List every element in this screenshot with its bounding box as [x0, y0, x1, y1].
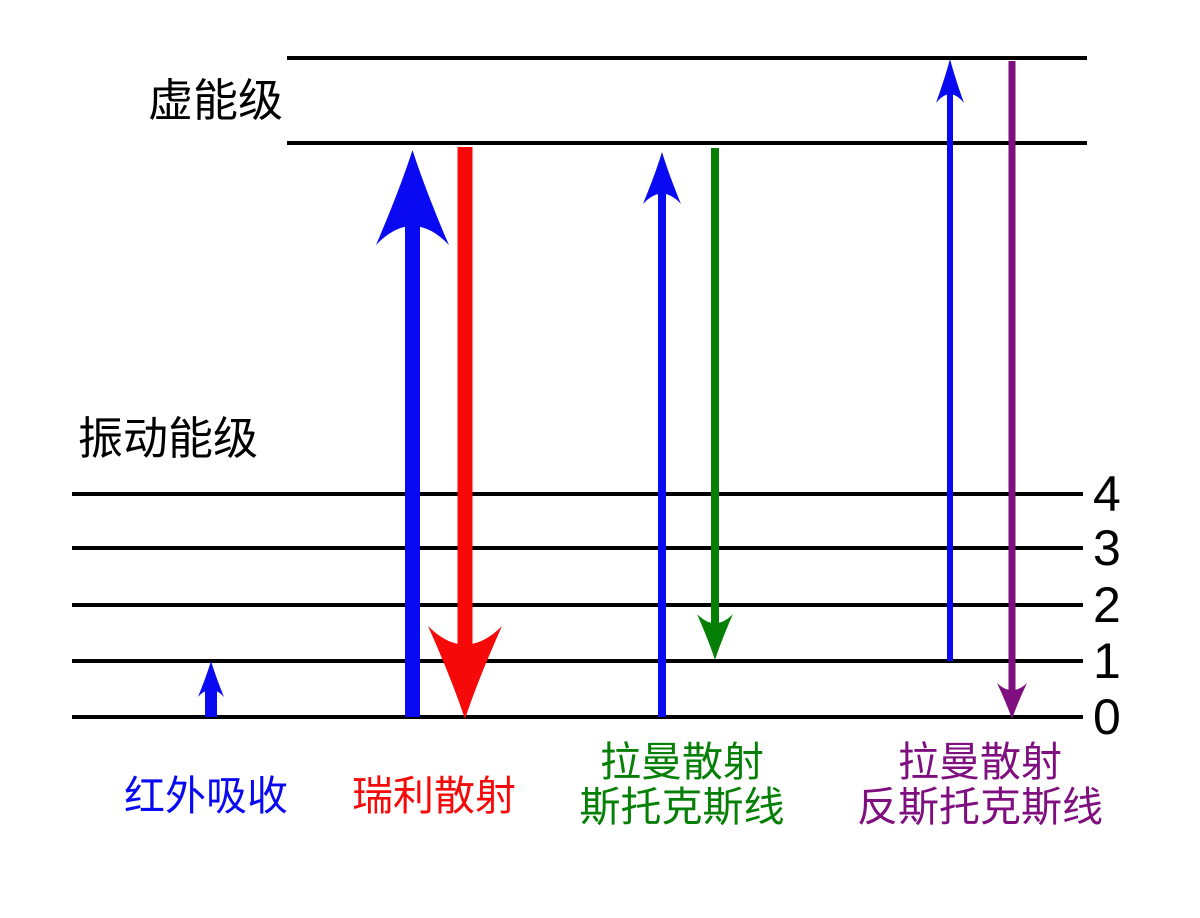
level-number-2: 2 [1093, 577, 1121, 633]
antistokes-excitation-arrow-head [936, 59, 964, 103]
antistokes-excitation-arrow [936, 59, 964, 661]
rayleigh-scattering-arrow [428, 147, 502, 719]
rayleigh-excitation-arrow-shaft [404, 197, 420, 717]
vibrational-level-line-2 [72, 603, 1083, 607]
stokes-scattering-arrow-shaft [711, 148, 719, 637]
virtual-level-upper [287, 56, 1087, 60]
vibrational-level-line-0 [72, 715, 1083, 719]
virtual-level-lower [287, 141, 1087, 145]
level-number-0: 0 [1093, 689, 1121, 745]
rayleigh-excitation-arrow-head [375, 150, 449, 245]
caption-rayleigh-scattering-line-1: 瑞利散射 [352, 773, 516, 819]
antistokes-scattering-arrow [997, 61, 1027, 719]
vibrational-level-line-1 [72, 659, 1083, 663]
rayleigh-scattering-arrow-shaft [457, 147, 473, 673]
rayleigh-scattering-arrow-head [428, 626, 502, 719]
level-number-4: 4 [1093, 466, 1121, 522]
vibrational-level-line-4 [72, 492, 1083, 496]
caption-raman-antistokes-line-2: 反斯托克斯线 [857, 784, 1103, 830]
stokes-excitation-arrow [643, 152, 681, 717]
level-number-3: 3 [1093, 520, 1121, 576]
vibrational-level-label: 振动能级 [78, 413, 259, 464]
stokes-scattering-arrow [697, 148, 733, 660]
stokes-scattering-arrow-head [697, 614, 733, 660]
caption-rayleigh-scattering: 瑞利散射 [352, 774, 516, 819]
antistokes-excitation-arrow-shaft [947, 81, 953, 661]
caption-raman-antistokes: 拉曼散射 反斯托克斯线 [857, 740, 1103, 830]
stokes-excitation-arrow-shaft [658, 178, 666, 717]
caption-raman-stokes: 拉曼散射 斯托克斯线 [580, 740, 785, 830]
caption-raman-stokes-line-2: 斯托克斯线 [579, 784, 785, 830]
antistokes-scattering-arrow-head [997, 683, 1027, 719]
rayleigh-excitation-arrow [375, 150, 449, 717]
caption-raman-antistokes-line-1: 拉曼散射 [898, 739, 1062, 785]
caption-raman-stokes-line-1: 拉曼散射 [600, 739, 764, 785]
infrared-absorption-arrow-head [198, 661, 224, 697]
antistokes-scattering-arrow-shaft [1008, 61, 1016, 701]
infrared-absorption-arrow [198, 661, 224, 717]
vibrational-level-line-3 [72, 546, 1083, 550]
caption-infrared-absorption-line-1: 红外吸收 [124, 773, 288, 819]
level-number-1: 1 [1093, 633, 1121, 689]
virtual-level-label: 虚能级 [148, 75, 284, 126]
stokes-excitation-arrow-head [643, 152, 681, 204]
caption-infrared-absorption: 红外吸收 [124, 774, 288, 819]
